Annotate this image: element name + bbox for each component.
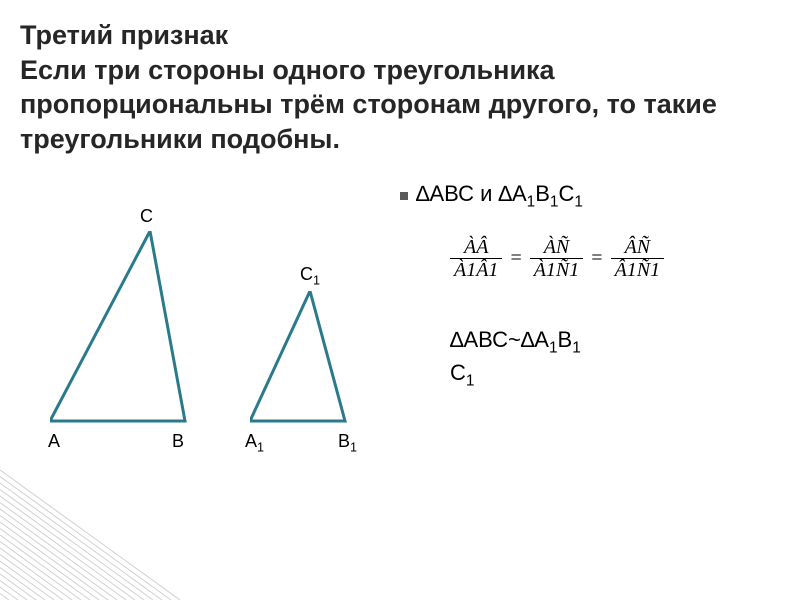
content-area: ∆АВС и ∆А1В1С1 ÀÂ À1Â1 = ÀÑ À1Ñ1 = ÂÑ Â1…	[0, 166, 800, 506]
corner-decoration-icon	[0, 470, 180, 600]
fraction-3: ÂÑ Â1Ñ1	[611, 236, 665, 281]
label-B1: В1	[338, 431, 357, 455]
equals-1: =	[510, 247, 521, 270]
label-A1: А1	[245, 431, 264, 455]
proportion-equation: ÀÂ À1Â1 = ÀÑ À1Ñ1 = ÂÑ Â1Ñ1	[450, 236, 664, 281]
small-triangle-icon	[250, 291, 350, 426]
equals-2: =	[591, 247, 602, 270]
label-B: В	[172, 431, 184, 452]
label-A: А	[48, 431, 60, 452]
slide-title: Третий признакЕсли три стороны одного тр…	[0, 0, 800, 166]
conclusion-text: ∆АВС~∆А1В1С1	[450, 326, 581, 391]
given-text: ∆АВС и ∆А1В1С1	[416, 181, 583, 211]
label-C1: С1	[300, 264, 320, 288]
large-triangle-icon	[50, 231, 190, 426]
label-C: С	[140, 206, 153, 227]
given-statement: ∆АВС и ∆А1В1С1	[400, 181, 583, 211]
fraction-2: ÀÑ À1Ñ1	[530, 236, 584, 281]
fraction-1: ÀÂ À1Â1	[450, 236, 502, 281]
bullet-icon	[400, 192, 408, 200]
